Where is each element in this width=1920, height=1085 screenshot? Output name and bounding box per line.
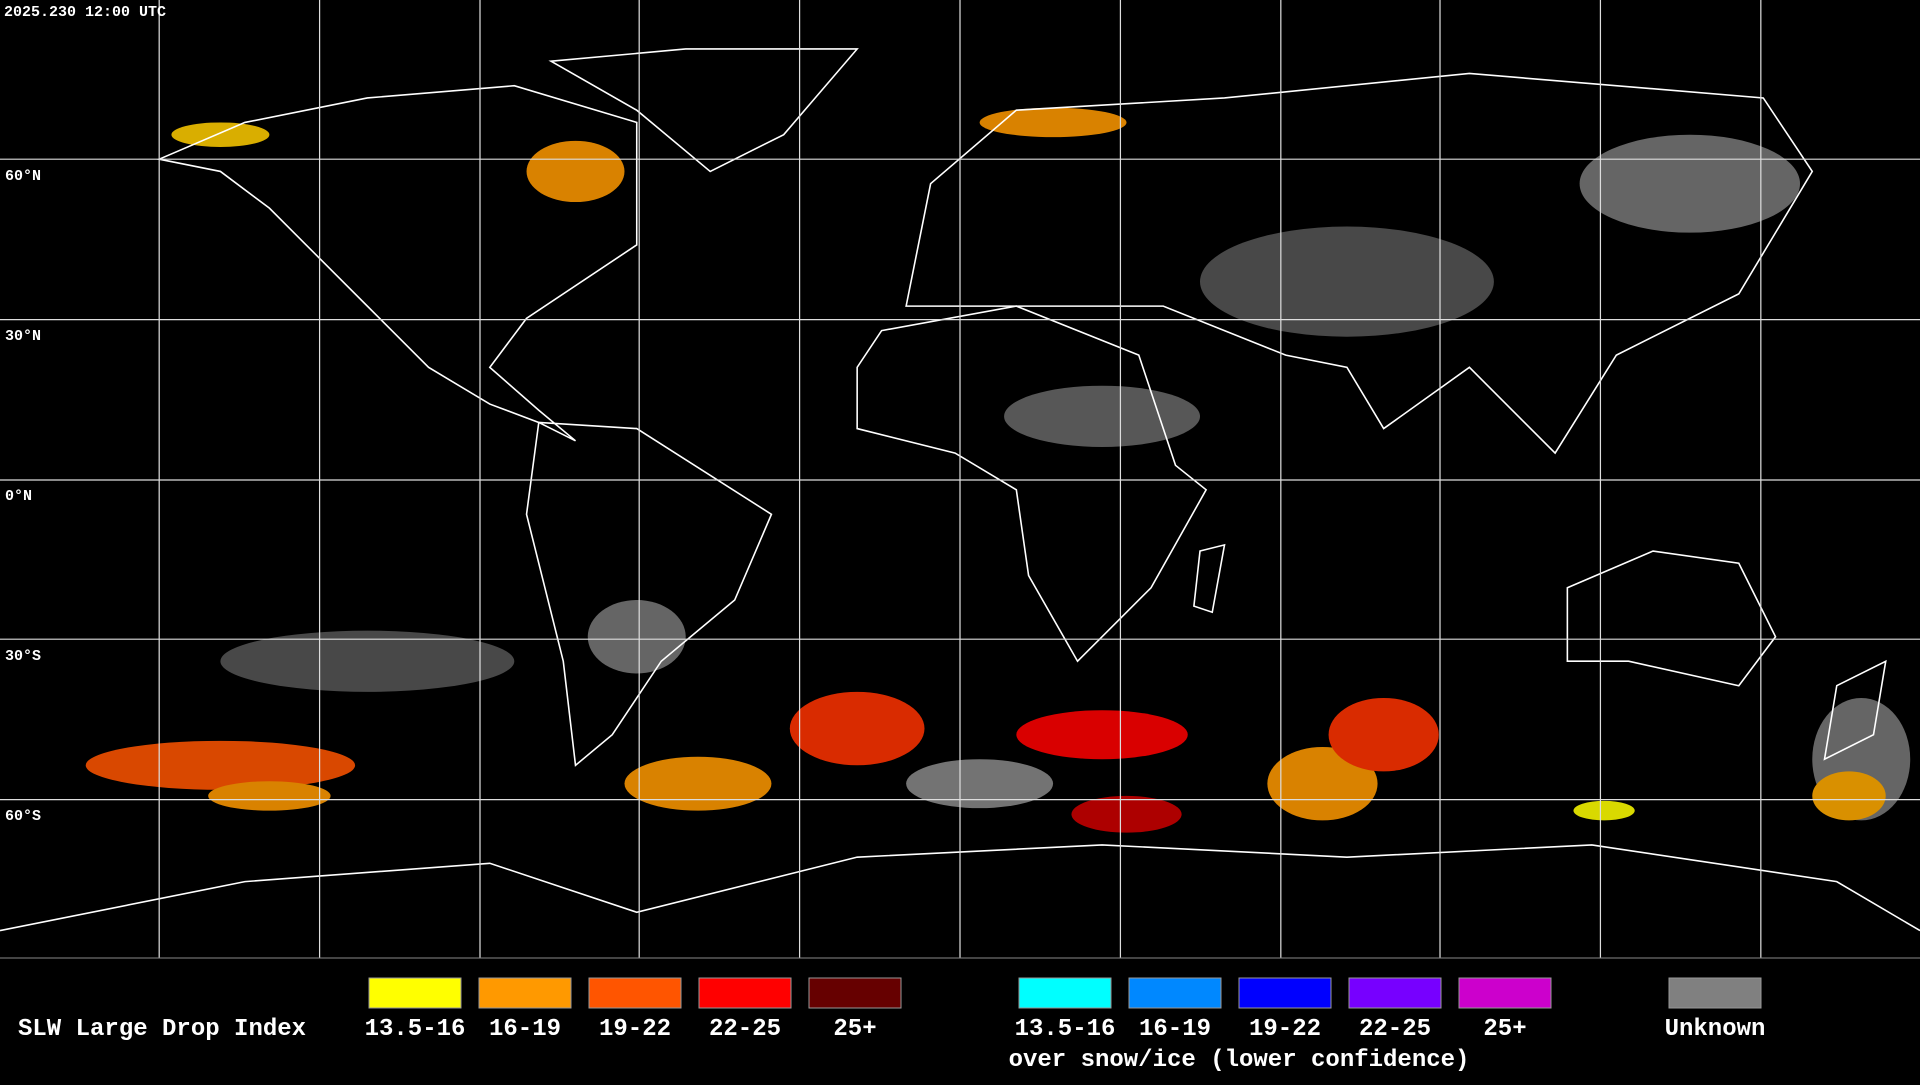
lat-label: 30°S: [5, 648, 41, 665]
legend-label: 22-25: [709, 1016, 781, 1043]
timestamp: 2025.230 12:00 UTC: [4, 4, 166, 21]
legend-label: 13.5-16: [1015, 1016, 1116, 1043]
lat-label: 60°S: [5, 808, 41, 825]
legend-swatch: [368, 977, 462, 1009]
legend-label: 13.5-16: [365, 1016, 466, 1043]
legend-swatch: [698, 977, 792, 1009]
legend-title: SLW Large Drop Index: [18, 1016, 306, 1043]
lat-label: 30°N: [5, 328, 41, 345]
legend-label: 16-19: [1139, 1016, 1211, 1043]
legend-swatch: [1668, 977, 1762, 1009]
legend-label: 19-22: [599, 1016, 671, 1043]
coastlines: [0, 48, 1920, 932]
legend-swatch: [1348, 977, 1442, 1009]
legend-swatch: [1458, 977, 1552, 1009]
cloud-field: [85, 107, 1911, 833]
legend-swatch: [1018, 977, 1112, 1009]
lat-label: 60°N: [5, 168, 41, 185]
legend-swatch: [1128, 977, 1222, 1009]
lat-label: 0°N: [5, 488, 32, 505]
legend-label: 25+: [833, 1016, 876, 1043]
legend-label: 22-25: [1359, 1016, 1431, 1043]
legend-swatch: [808, 977, 902, 1009]
graticule: [0, 0, 1920, 958]
legend-caption: over snow/ice (lower confidence): [1009, 1047, 1470, 1074]
map-layer: [0, 0, 1920, 958]
legend: SLW Large Drop Index over snow/ice (lowe…: [18, 977, 1766, 1074]
legend-label: 25+: [1483, 1016, 1526, 1043]
legend-swatch: [1238, 977, 1332, 1009]
legend-label: Unknown: [1665, 1016, 1766, 1043]
legend-label: 19-22: [1249, 1016, 1321, 1043]
legend-label: 16-19: [489, 1016, 561, 1043]
legend-swatch: [588, 977, 682, 1009]
legend-swatch: [478, 977, 572, 1009]
